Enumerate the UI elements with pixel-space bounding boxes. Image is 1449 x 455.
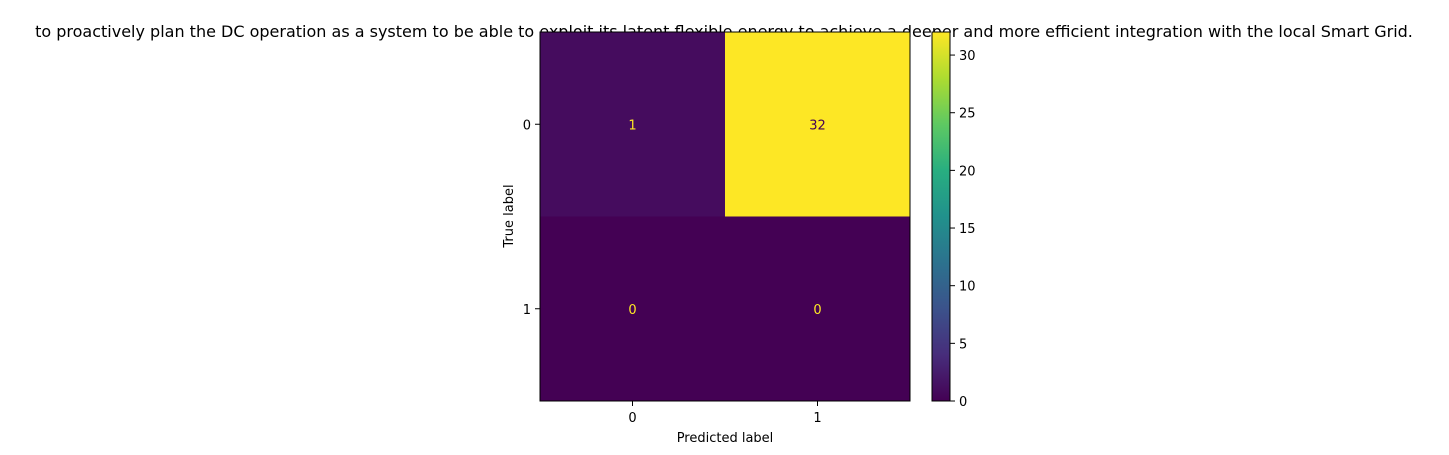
cell-value-label: 1 bbox=[628, 118, 636, 133]
heatmap-cell-labels: 1 32 0 0 bbox=[628, 118, 825, 318]
x-axis-label: Predicted label bbox=[677, 431, 774, 446]
colorbar-tick-label: 5 bbox=[959, 337, 967, 352]
colorbar-tick-label: 20 bbox=[959, 164, 976, 179]
colorbar-tick-label: 0 bbox=[959, 395, 967, 410]
cell-value-label: 0 bbox=[628, 303, 636, 318]
colorbar-tick-label: 15 bbox=[959, 222, 976, 237]
y-axis-label: True label bbox=[502, 184, 517, 248]
colorbar-tick-label: 10 bbox=[959, 280, 976, 295]
colorbar bbox=[931, 31, 951, 402]
plot-frame bbox=[539, 31, 911, 402]
cell-value-label: 32 bbox=[809, 118, 826, 133]
heatmap-cell bbox=[725, 32, 911, 217]
colorbar-tick-label: 30 bbox=[959, 49, 976, 64]
x-tick-label: 0 bbox=[628, 411, 636, 426]
colorbar-tick-label: 25 bbox=[959, 107, 976, 122]
y-tick-label: 0 bbox=[523, 118, 531, 133]
heatmap-cell bbox=[725, 216, 911, 402]
cell-value-label: 0 bbox=[813, 303, 821, 318]
heatmap-cell bbox=[540, 32, 726, 217]
y-tick-label: 1 bbox=[523, 303, 531, 318]
colorbar-ticks: 0 5 10 15 20 25 30 bbox=[950, 49, 976, 410]
x-tick-label: 1 bbox=[813, 411, 821, 426]
y-axis-ticks: 01 bbox=[523, 118, 540, 318]
heatmap-cell bbox=[540, 216, 726, 402]
heatmap-cells bbox=[540, 32, 911, 402]
